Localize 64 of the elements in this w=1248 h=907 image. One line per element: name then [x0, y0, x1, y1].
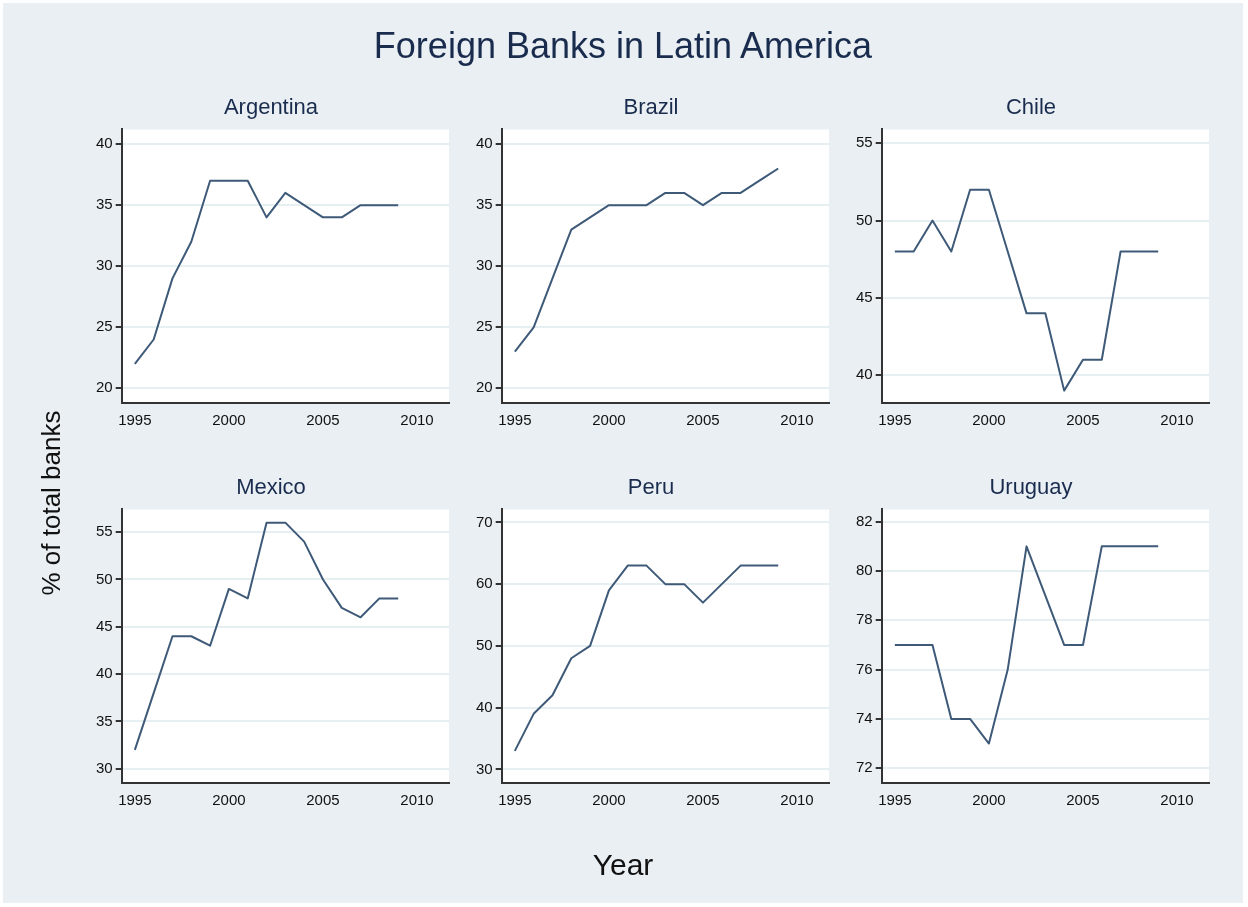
x-tick-label: 2005 [306, 791, 340, 809]
y-tick-label: 50 [96, 569, 113, 587]
y-tick-label: 50 [476, 636, 493, 654]
x-tick-label: 1995 [878, 791, 912, 809]
y-tick-label: 20 [476, 378, 493, 396]
y-tick-label: 70 [476, 512, 493, 530]
y-tick-label: 78 [856, 610, 873, 628]
x-tick-label: 1995 [118, 411, 152, 429]
x-tick-label: 1995 [498, 791, 532, 809]
y-tick-label: 72 [856, 758, 873, 776]
y-tick-label: 45 [96, 616, 113, 634]
y-tick-label: 40 [856, 365, 873, 383]
x-tick-label: 2010 [400, 791, 434, 809]
y-tick-label: 35 [96, 711, 113, 729]
chart-title: Peru [627, 474, 675, 500]
x-tick-label: 1995 [118, 791, 152, 809]
x-tick-label: 2010 [1160, 791, 1194, 809]
x-tick-label: 2010 [1160, 411, 1194, 429]
y-tick-label: 30 [476, 759, 493, 777]
x-tick-label: 2005 [1066, 411, 1100, 429]
x-tick-label: 2005 [306, 411, 340, 429]
x-tick-label: 2000 [592, 791, 626, 809]
y-tick-label: 30 [476, 256, 493, 274]
x-tick-label: 2000 [972, 791, 1006, 809]
y-tick-label: 76 [856, 659, 873, 677]
y-tick-label: 55 [96, 522, 113, 540]
chart-title: Chile [1005, 94, 1057, 120]
y-tick-label: 82 [856, 511, 873, 529]
x-tick-label: 2000 [212, 411, 246, 429]
y-tick-label: 55 [856, 133, 873, 151]
y-tick-label: 45 [856, 288, 873, 306]
y-tick-label: 50 [856, 210, 873, 228]
chart-title: Uruguay [989, 474, 1073, 500]
x-tick-label: 2005 [1066, 791, 1100, 809]
y-tick-label: 35 [476, 195, 493, 213]
y-tick-label: 40 [96, 134, 113, 152]
x-tick-label: 1995 [498, 411, 532, 429]
chart-title: Argentina [223, 94, 319, 120]
x-tick-label: 2000 [212, 791, 246, 809]
x-tick-label: 2000 [592, 411, 626, 429]
y-tick-label: 30 [96, 256, 113, 274]
y-tick-label: 60 [476, 574, 493, 592]
chart-title: Brazil [623, 94, 679, 120]
text: % of total banks [35, 410, 67, 596]
x-tick-label: 2005 [686, 411, 720, 429]
y-tick-label: 40 [476, 697, 493, 715]
y-tick-label: 30 [96, 758, 113, 776]
x-tick-label: 2005 [686, 791, 720, 809]
x-tick-label: 2010 [400, 411, 434, 429]
y-tick-label: 74 [856, 709, 873, 727]
y-tick-label: 35 [96, 195, 113, 213]
x-tick-label: 1995 [878, 411, 912, 429]
chart-title: Mexico [236, 474, 306, 500]
x-tick-label: 2000 [972, 411, 1006, 429]
x-tick-label: 2010 [780, 791, 814, 809]
text: Foreign Banks in Latin America [372, 25, 874, 67]
y-tick-label: 40 [96, 664, 113, 682]
y-tick-label: 80 [856, 561, 873, 579]
y-tick-label: 40 [476, 134, 493, 152]
y-tick-label: 25 [96, 317, 113, 335]
y-tick-label: 25 [476, 317, 493, 335]
text: Year [591, 848, 655, 882]
x-tick-label: 2010 [780, 411, 814, 429]
y-tick-label: 20 [96, 378, 113, 396]
